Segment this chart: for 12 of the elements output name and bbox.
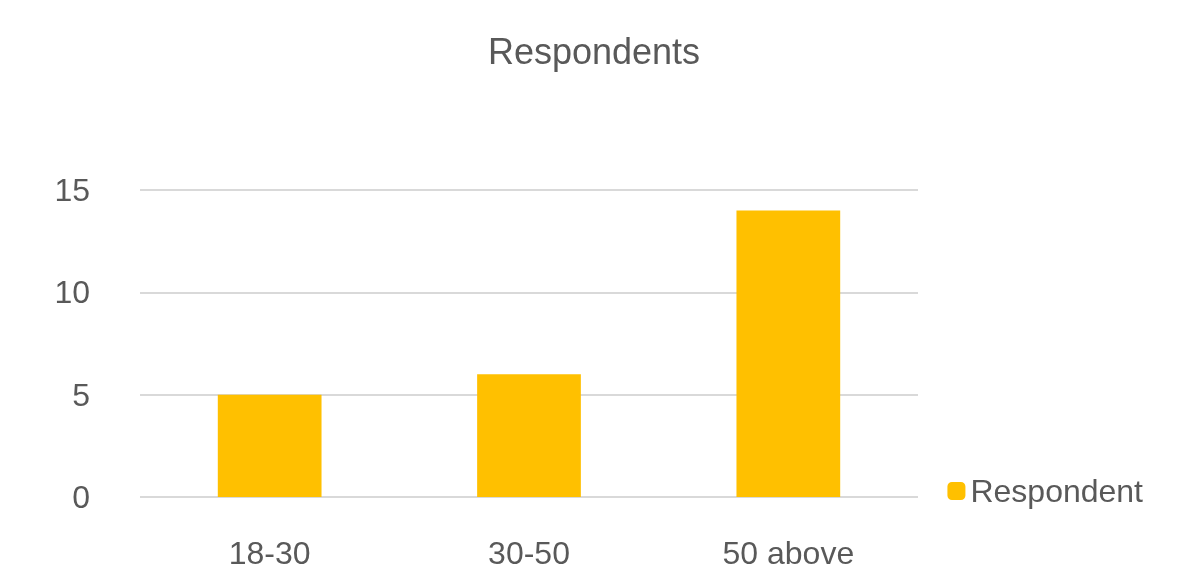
chart-title: Respondents bbox=[487, 30, 701, 72]
bar bbox=[736, 210, 841, 497]
bar bbox=[217, 394, 322, 497]
y-tick-label: 15 bbox=[54, 172, 90, 208]
bar bbox=[477, 374, 581, 497]
x-tick-label: 18-30 bbox=[228, 535, 311, 571]
legend-label: Respondent bbox=[970, 473, 1144, 509]
x-tick-label: 50 above bbox=[722, 535, 855, 571]
y-tick-label: 10 bbox=[54, 274, 90, 311]
y-tick-label: 0 bbox=[72, 479, 90, 515]
x-tick-label: 30-50 bbox=[488, 535, 570, 571]
y-tick-label: 5 bbox=[72, 376, 90, 413]
